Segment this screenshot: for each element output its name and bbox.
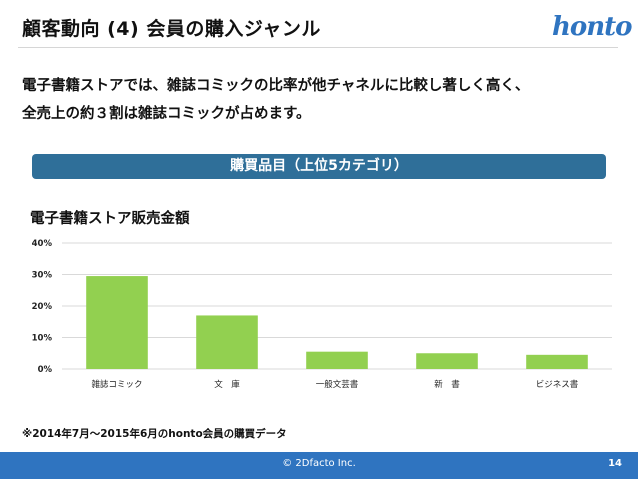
y-tick-label: 10% [32,334,53,344]
summary-line-1: 電子書籍ストアでは、雑誌コミックの比率が他チャネルに比較し著しく高く、 [22,78,530,94]
x-tick-label: 雑誌コミック [91,379,142,390]
y-tick-label: 20% [32,302,53,312]
x-tick-label: ビジネス書 [536,379,579,390]
footnote: ※2014年7月〜2015年6月のhonto会員の購買データ [22,428,287,440]
summary-line-2: 全売上の約３割は雑誌コミックが占めます。 [22,106,311,122]
copyright-text: © 2Dfacto Inc. [282,458,356,469]
bar [416,353,478,369]
footer-bar: © 2Dfacto Inc. 14 [0,452,638,479]
page-number: 14 [608,458,622,469]
honto-logo: honto [552,12,632,42]
page-title: 顧客動向 (4) 会員の購入ジャンル [22,18,321,40]
y-tick-label: 0% [38,365,53,375]
y-tick-label: 30% [32,271,53,281]
x-tick-label: 新 書 [434,379,460,390]
title-divider [18,47,618,48]
x-tick-label: 文 庫 [214,379,240,390]
chart-title: 電子書籍ストア販売金額 [30,211,190,227]
summary-text: 電子書籍ストアでは、雑誌コミックの比率が他チャネルに比較し著しく高く、 全売上の… [22,72,529,128]
section-banner: 購買品目（上位5カテゴリ） [32,154,606,179]
y-tick-label: 40% [32,239,53,249]
bar [86,276,148,369]
x-tick-label: 一般文芸書 [316,379,359,390]
bar [526,354,588,369]
bar [196,315,258,369]
bar [306,351,368,369]
